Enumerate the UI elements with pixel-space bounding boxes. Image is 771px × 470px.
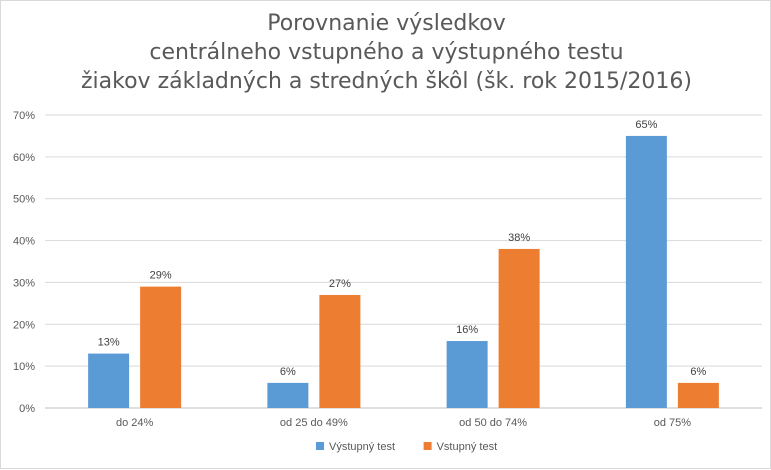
data-label: 16% bbox=[456, 324, 478, 336]
y-tick-label: 30% bbox=[13, 277, 35, 289]
chart-title: Porovnanie výsledkov centrálneho vstupné… bbox=[1, 9, 771, 96]
chart-title-line-2: centrálneho vstupného a výstupného testu bbox=[149, 40, 624, 65]
y-tick-label: 60% bbox=[13, 152, 35, 164]
bar bbox=[446, 341, 488, 408]
x-axis: do 24% od 25 do 49% od 50 do 74% od 75% bbox=[116, 417, 691, 429]
y-tick-label: 0% bbox=[19, 403, 35, 415]
x-tick-label: od 25 do 49% bbox=[280, 417, 348, 429]
data-label: 6% bbox=[690, 366, 706, 378]
y-tick-label: 70% bbox=[13, 110, 35, 122]
x-tick-label: od 50 do 74% bbox=[459, 417, 527, 429]
legend-label: Vstupný test bbox=[437, 441, 498, 453]
chart-title-line-1: Porovnanie výsledkov bbox=[267, 11, 506, 36]
legend-swatch bbox=[316, 442, 324, 450]
legend-label: Výstupný test bbox=[329, 441, 395, 453]
y-tick-label: 40% bbox=[13, 236, 35, 248]
bar bbox=[498, 248, 540, 408]
bar bbox=[140, 286, 182, 408]
data-label: 27% bbox=[329, 278, 351, 290]
y-tick-label: 10% bbox=[13, 361, 35, 373]
y-tick-label: 20% bbox=[13, 319, 35, 331]
bar bbox=[677, 382, 719, 408]
bar bbox=[319, 294, 361, 408]
bar bbox=[88, 353, 130, 408]
bars bbox=[88, 135, 719, 408]
x-tick-label: od 75% bbox=[654, 417, 692, 429]
chart-title-line-3: žiakov základných a stredných škôl (šk. … bbox=[81, 69, 692, 94]
y-axis: 0% 10% 20% 30% 40% 50% 60% 70% bbox=[13, 110, 35, 415]
legend: Výstupný test Vstupný test bbox=[316, 441, 497, 453]
legend-swatch bbox=[423, 442, 432, 450]
data-labels: 13% 29% 6% 27% 16% 38% 65% 6% bbox=[98, 119, 707, 378]
data-label: 38% bbox=[508, 232, 530, 244]
x-tick-label: do 24% bbox=[116, 417, 154, 429]
data-label: 6% bbox=[280, 366, 296, 378]
y-tick-label: 50% bbox=[13, 194, 35, 206]
bar bbox=[625, 135, 667, 408]
data-label: 29% bbox=[150, 270, 172, 282]
data-label: 13% bbox=[98, 337, 120, 349]
data-label: 65% bbox=[635, 119, 657, 131]
bar bbox=[267, 382, 309, 408]
